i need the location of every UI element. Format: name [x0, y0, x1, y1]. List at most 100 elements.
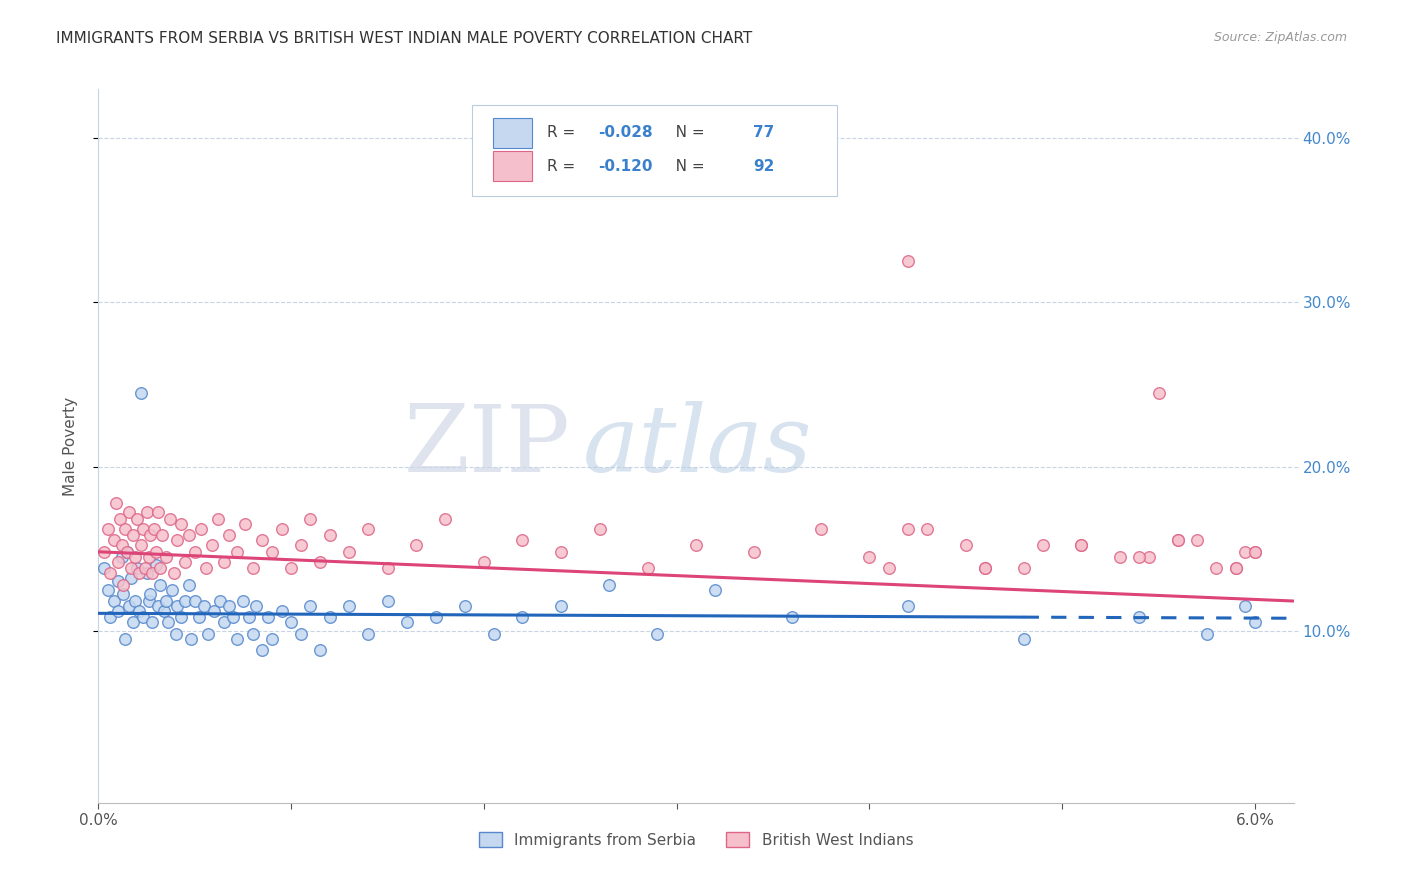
Point: [107, 574, 129, 589]
Point: [212, 615, 235, 630]
Point: [149, 561, 172, 575]
Point: [93, 545, 115, 559]
Point: [149, 577, 172, 591]
Point: [160, 582, 183, 597]
Point: [917, 522, 939, 536]
Point: [193, 599, 215, 613]
Point: [166, 533, 188, 548]
Point: [233, 516, 256, 531]
Point: [156, 615, 179, 630]
Text: 77: 77: [754, 125, 775, 140]
Point: [208, 594, 231, 608]
Point: [1205, 561, 1227, 575]
Point: [187, 610, 209, 624]
Point: [129, 385, 152, 400]
Point: [104, 495, 127, 509]
Point: [357, 522, 380, 536]
Point: [270, 522, 292, 536]
Point: [242, 627, 264, 641]
Point: [125, 512, 148, 526]
Point: [148, 505, 170, 519]
Point: [112, 577, 135, 591]
Bar: [494, 118, 533, 148]
Point: [135, 566, 157, 581]
Point: [122, 528, 145, 542]
Point: [1234, 599, 1257, 613]
Point: [97, 582, 120, 597]
Point: [245, 599, 267, 613]
Point: [197, 627, 219, 641]
Point: [98, 610, 121, 624]
Point: [1244, 545, 1267, 559]
Point: [226, 545, 249, 559]
Point: [218, 599, 240, 613]
Point: [124, 549, 146, 564]
Point: [512, 610, 534, 624]
Point: [252, 533, 274, 548]
Point: [143, 522, 166, 536]
Point: [170, 516, 193, 531]
Point: [1225, 561, 1247, 575]
Point: [207, 512, 229, 526]
Point: [145, 545, 167, 559]
Point: [810, 522, 832, 536]
Point: [141, 615, 163, 630]
Point: [1244, 545, 1267, 559]
Y-axis label: Male Poverty: Male Poverty: [63, 396, 77, 496]
Point: [280, 615, 302, 630]
Point: [299, 512, 322, 526]
Point: [512, 533, 534, 548]
Point: [550, 599, 572, 613]
Point: [260, 632, 283, 646]
Bar: [494, 152, 533, 181]
Point: [128, 566, 150, 581]
Point: [637, 561, 659, 575]
Point: [195, 561, 218, 575]
Text: -0.120: -0.120: [598, 159, 652, 174]
Point: [290, 627, 312, 641]
Point: [1195, 627, 1218, 641]
Point: [177, 528, 200, 542]
Point: [98, 566, 121, 581]
Point: [150, 528, 173, 542]
Point: [242, 561, 264, 575]
Point: [139, 528, 162, 542]
Point: [135, 505, 157, 519]
Point: [226, 632, 249, 646]
Point: [377, 594, 399, 608]
Point: [782, 610, 804, 624]
Point: [270, 604, 292, 618]
Point: [180, 632, 202, 646]
Point: [165, 627, 187, 641]
Point: [97, 522, 120, 536]
Point: [1167, 533, 1189, 548]
Point: [434, 512, 457, 526]
Point: [184, 545, 207, 559]
Point: [159, 512, 181, 526]
Point: [155, 594, 177, 608]
Point: [453, 599, 475, 613]
Point: [319, 528, 342, 542]
Point: [742, 545, 765, 559]
FancyBboxPatch shape: [472, 105, 837, 196]
Point: [103, 594, 125, 608]
Point: [170, 610, 193, 624]
Text: R =: R =: [547, 125, 579, 140]
Point: [1070, 538, 1092, 552]
Point: [897, 599, 920, 613]
Point: [1225, 561, 1247, 575]
Point: [190, 522, 212, 536]
Point: [124, 594, 146, 608]
Point: [148, 599, 170, 613]
Point: [897, 254, 920, 268]
Point: [260, 545, 283, 559]
Point: [212, 555, 235, 569]
Point: [598, 577, 620, 591]
Point: [337, 599, 360, 613]
Point: [166, 599, 188, 613]
Point: [177, 577, 200, 591]
Point: [685, 538, 707, 552]
Point: [118, 505, 141, 519]
Point: [955, 538, 977, 552]
Point: [120, 571, 142, 585]
